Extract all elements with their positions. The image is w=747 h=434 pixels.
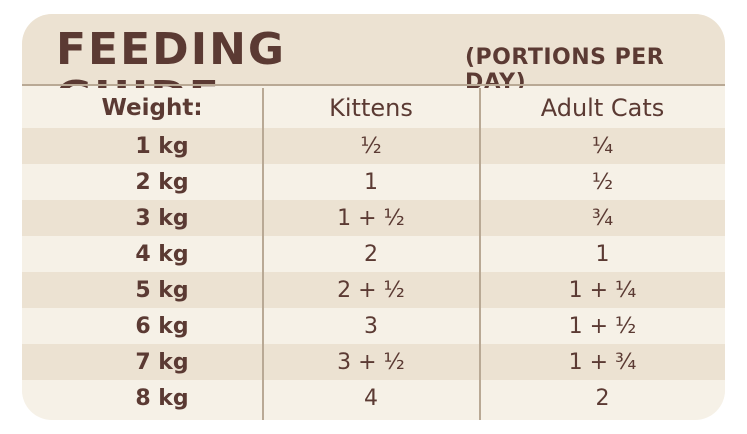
table-row: 4 kg 2 1 [22,236,725,272]
table-row: 7 kg 3 + ½ 1 + ¾ [22,344,725,380]
weight-cell: 8 kg [22,380,262,416]
weight-cell: 7 kg [22,344,262,380]
weight-cell: 6 kg [22,308,262,344]
adults-cell: ¼ [480,128,725,164]
kittens-cell: 1 [262,164,480,200]
weight-cell: 3 kg [22,200,262,236]
adults-cell: 1 + ½ [480,308,725,344]
kittens-cell: 3 [262,308,480,344]
table-row: 3 kg 1 + ½ ¾ [22,200,725,236]
table-row: 2 kg 1 ½ [22,164,725,200]
table-row: 5 kg 2 + ½ 1 + ¼ [22,272,725,308]
adults-cell: 1 + ¾ [480,344,725,380]
weight-cell: 1 kg [22,128,262,164]
kittens-cell: ½ [262,128,480,164]
weight-cell: 4 kg [22,236,262,272]
table-row: 8 kg 4 2 [22,380,725,416]
kittens-cell: 1 + ½ [262,200,480,236]
feeding-guide-card: FEEDING GUIDE (PORTIONS PER DAY) Weight:… [22,14,725,420]
header-divider [22,84,725,86]
column-header-kittens: Kittens [262,88,480,128]
adults-cell: 2 [480,380,725,416]
weight-cell: 5 kg [22,272,262,308]
adults-cell: ½ [480,164,725,200]
adults-cell: ¾ [480,200,725,236]
table-row: 6 kg 3 1 + ½ [22,308,725,344]
table-row: 1 kg ½ ¼ [22,128,725,164]
column-divider-2 [479,88,481,420]
weight-cell: 2 kg [22,164,262,200]
column-header-weight: Weight: [22,88,262,128]
column-divider-1 [262,88,264,420]
adults-cell: 1 [480,236,725,272]
table-header-row: Weight: Kittens Adult Cats [22,88,725,128]
kittens-cell: 2 [262,236,480,272]
feeding-table: Weight: Kittens Adult Cats 1 kg ½ ¼ 2 kg… [22,88,725,416]
kittens-cell: 2 + ½ [262,272,480,308]
guide-header: FEEDING GUIDE (PORTIONS PER DAY) [22,14,725,122]
kittens-cell: 3 + ½ [262,344,480,380]
adults-cell: 1 + ¼ [480,272,725,308]
column-header-adult-cats: Adult Cats [480,88,725,128]
kittens-cell: 4 [262,380,480,416]
